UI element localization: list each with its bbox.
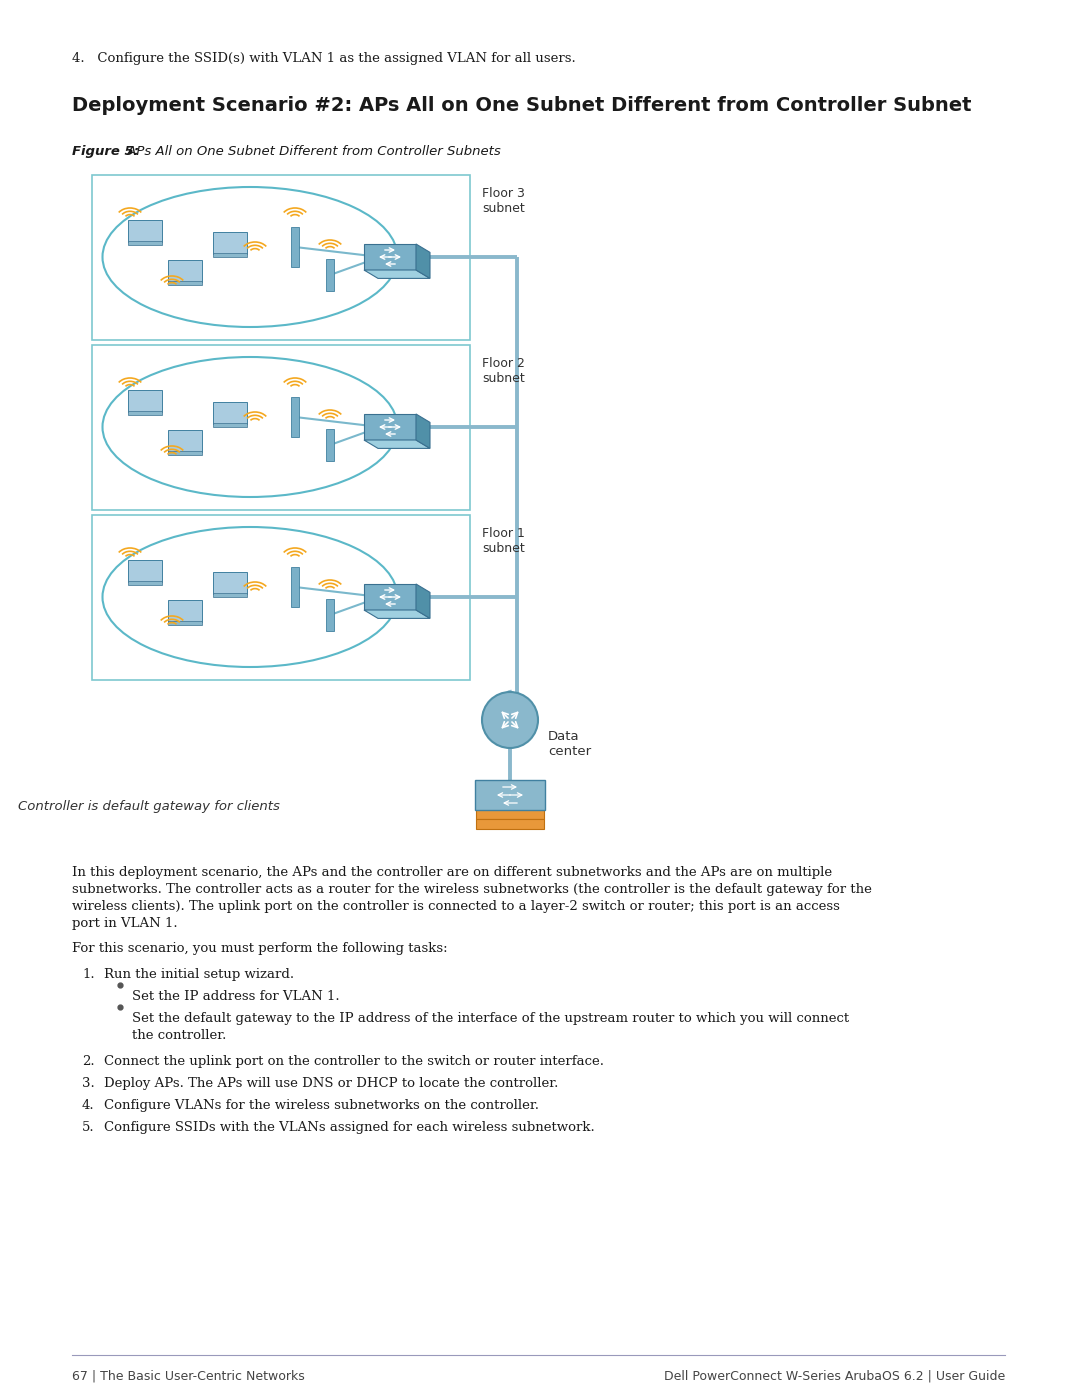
Text: Figure 5:: Figure 5: [72, 145, 139, 158]
FancyBboxPatch shape [213, 592, 247, 597]
FancyBboxPatch shape [476, 819, 544, 828]
Polygon shape [364, 244, 416, 270]
FancyBboxPatch shape [127, 240, 162, 244]
Text: Set the IP address for VLAN 1.: Set the IP address for VLAN 1. [132, 990, 339, 1003]
Text: Configure SSIDs with the VLANs assigned for each wireless subnetwork.: Configure SSIDs with the VLANs assigned … [104, 1120, 595, 1134]
FancyBboxPatch shape [476, 809, 544, 819]
FancyBboxPatch shape [214, 401, 246, 425]
Text: the controller.: the controller. [132, 1030, 227, 1042]
FancyBboxPatch shape [168, 430, 202, 453]
Polygon shape [364, 440, 430, 448]
FancyBboxPatch shape [129, 390, 162, 412]
FancyBboxPatch shape [168, 260, 202, 282]
Text: Floor 1
subnet: Floor 1 subnet [482, 527, 525, 555]
FancyBboxPatch shape [326, 258, 334, 291]
FancyBboxPatch shape [475, 780, 545, 810]
Text: APs All on One Subnet Different from Controller Subnets: APs All on One Subnet Different from Con… [123, 145, 501, 158]
FancyBboxPatch shape [213, 253, 247, 257]
Text: 5.: 5. [82, 1120, 95, 1134]
Text: Floor 2
subnet: Floor 2 subnet [482, 358, 525, 386]
Text: Set the default gateway to the IP address of the interface of the upstream route: Set the default gateway to the IP addres… [132, 1011, 849, 1025]
FancyBboxPatch shape [214, 571, 246, 595]
Text: Dell PowerConnect W-Series ArubaOS 6.2 | User Guide: Dell PowerConnect W-Series ArubaOS 6.2 |… [664, 1369, 1005, 1382]
Text: Configure VLANs for the wireless subnetworks on the controller.: Configure VLANs for the wireless subnetw… [104, 1099, 539, 1112]
FancyBboxPatch shape [291, 226, 299, 267]
FancyBboxPatch shape [129, 560, 162, 583]
Text: For this scenario, you must perform the following tasks:: For this scenario, you must perform the … [72, 942, 447, 956]
Text: In this deployment scenario, the APs and the controller are on different subnetw: In this deployment scenario, the APs and… [72, 866, 832, 879]
FancyBboxPatch shape [213, 423, 247, 426]
FancyBboxPatch shape [127, 581, 162, 584]
Polygon shape [364, 270, 430, 278]
FancyBboxPatch shape [92, 515, 470, 680]
Polygon shape [364, 414, 416, 440]
FancyBboxPatch shape [92, 345, 470, 510]
Text: 67 | The Basic User-Centric Networks: 67 | The Basic User-Centric Networks [72, 1369, 305, 1382]
Polygon shape [416, 414, 430, 448]
Text: 2.: 2. [82, 1055, 95, 1067]
Text: Deploy APs. The APs will use DNS or DHCP to locate the controller.: Deploy APs. The APs will use DNS or DHCP… [104, 1077, 558, 1090]
Text: 4.: 4. [82, 1099, 95, 1112]
Text: 4.   Configure the SSID(s) with VLAN 1 as the assigned VLAN for all users.: 4. Configure the SSID(s) with VLAN 1 as … [72, 52, 576, 66]
Text: Deployment Scenario #2: APs All on One Subnet Different from Controller Subnet: Deployment Scenario #2: APs All on One S… [72, 96, 972, 115]
Text: port in VLAN 1.: port in VLAN 1. [72, 916, 177, 930]
Text: 3.: 3. [82, 1077, 95, 1090]
FancyBboxPatch shape [167, 620, 202, 624]
FancyBboxPatch shape [167, 281, 202, 285]
Text: Controller is default gateway for clients: Controller is default gateway for client… [18, 800, 280, 813]
Text: wireless clients). The uplink port on the controller is connected to a layer-2 s: wireless clients). The uplink port on th… [72, 900, 840, 914]
FancyBboxPatch shape [326, 599, 334, 631]
Text: Connect the uplink port on the controller to the switch or router interface.: Connect the uplink port on the controlle… [104, 1055, 604, 1067]
FancyBboxPatch shape [291, 397, 299, 437]
FancyBboxPatch shape [167, 451, 202, 454]
FancyBboxPatch shape [129, 219, 162, 243]
Polygon shape [364, 610, 430, 619]
Polygon shape [416, 584, 430, 619]
Circle shape [482, 692, 538, 747]
FancyBboxPatch shape [291, 567, 299, 608]
Text: 1.: 1. [82, 968, 95, 981]
FancyBboxPatch shape [326, 429, 334, 461]
Text: Run the initial setup wizard.: Run the initial setup wizard. [104, 968, 294, 981]
Text: subnetworks. The controller acts as a router for the wireless subnetworks (the c: subnetworks. The controller acts as a ro… [72, 883, 872, 895]
FancyBboxPatch shape [127, 411, 162, 415]
FancyBboxPatch shape [168, 599, 202, 623]
FancyBboxPatch shape [92, 175, 470, 339]
Polygon shape [416, 244, 430, 278]
Text: Floor 3
subnet: Floor 3 subnet [482, 187, 525, 215]
Polygon shape [364, 584, 416, 610]
FancyBboxPatch shape [214, 232, 246, 254]
Text: Data
center: Data center [548, 731, 591, 759]
